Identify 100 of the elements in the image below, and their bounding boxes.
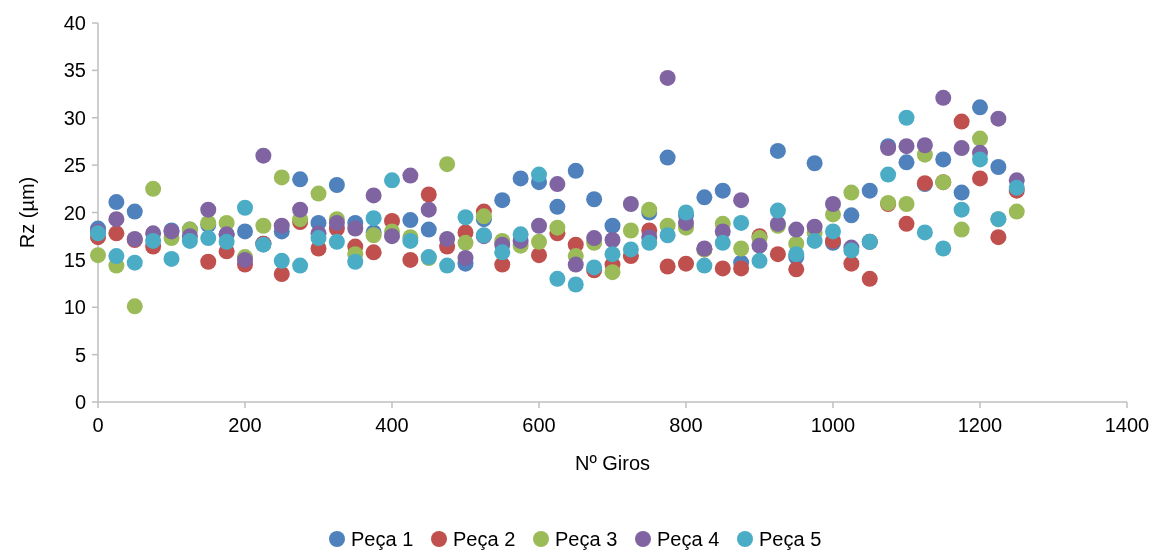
point: [806, 218, 823, 235]
point: [549, 270, 566, 287]
point: [126, 254, 143, 271]
point: [181, 232, 198, 249]
point: [439, 231, 456, 248]
point: [292, 257, 309, 274]
point: [714, 234, 731, 251]
point: [365, 244, 382, 261]
point: [108, 211, 125, 228]
point: [696, 189, 713, 206]
point: [733, 260, 750, 277]
point: [622, 222, 639, 239]
point: [494, 192, 511, 209]
point: [604, 217, 621, 234]
point: [200, 230, 217, 247]
point: [402, 212, 419, 229]
legend-label: Peça 4: [657, 528, 720, 550]
point: [714, 260, 731, 277]
point: [953, 201, 970, 218]
point: [420, 186, 437, 203]
y-tick-label: 10: [63, 296, 86, 319]
point: [843, 255, 860, 272]
point: [292, 171, 309, 188]
point: [384, 228, 400, 245]
point: [659, 227, 676, 244]
point: [347, 220, 364, 237]
y-tick-label: 30: [63, 106, 86, 129]
point: [90, 247, 106, 264]
point: [898, 154, 915, 171]
point: [953, 184, 970, 201]
point: [935, 151, 952, 168]
point: [328, 177, 345, 194]
x-tick-label: 1200: [957, 414, 1003, 436]
point: [402, 251, 419, 268]
legend-label: Peça 2: [453, 528, 516, 550]
point: [494, 244, 511, 261]
point: [310, 230, 327, 247]
point: [549, 198, 566, 215]
legend-label: Peça 1: [351, 528, 414, 550]
point: [751, 237, 768, 254]
point: [237, 199, 253, 216]
point: [255, 217, 272, 234]
point: [531, 233, 547, 250]
point: [512, 170, 529, 187]
point: [972, 151, 988, 168]
point: [255, 147, 272, 164]
point: [806, 155, 823, 172]
point: [953, 221, 970, 238]
x-tick-label: 800: [669, 414, 703, 436]
point: [769, 246, 786, 263]
point: [659, 149, 676, 166]
point: [990, 110, 1007, 127]
point: [108, 248, 125, 265]
point: [567, 276, 584, 293]
point: [788, 261, 805, 278]
point: [659, 258, 676, 275]
point: [218, 233, 235, 250]
point: [935, 240, 952, 257]
y-tick-label: 25: [63, 154, 86, 177]
y-tick-label: 15: [63, 248, 86, 271]
y-tick-label: 35: [63, 59, 86, 82]
point: [273, 266, 290, 283]
point: [935, 89, 952, 106]
point: [898, 195, 915, 212]
point: [622, 241, 639, 258]
point: [751, 252, 768, 269]
point: [972, 130, 988, 147]
point: [769, 202, 786, 219]
point: [678, 255, 694, 272]
x-tick-label: 400: [375, 414, 409, 436]
point: [604, 264, 621, 281]
point: [769, 142, 786, 159]
y-axis-title: Rz (µm): [16, 176, 38, 249]
x-axis-title: Nº Giros: [574, 452, 651, 474]
point: [622, 195, 639, 212]
point: [126, 203, 143, 220]
legend-label: Peça 5: [759, 528, 822, 550]
point: [714, 182, 731, 199]
y-tick-label: 20: [63, 201, 86, 224]
point: [604, 231, 621, 248]
point: [898, 215, 915, 232]
point: [861, 270, 878, 287]
x-tick-label: 0: [92, 414, 104, 436]
point: [916, 224, 933, 241]
point: [567, 256, 584, 273]
point: [347, 253, 364, 270]
x-tick-label: 600: [522, 414, 556, 436]
point: [292, 201, 309, 218]
point: [365, 210, 382, 227]
y-tick-label: 5: [74, 343, 86, 366]
point: [733, 214, 750, 231]
point: [145, 232, 162, 249]
point: [825, 195, 841, 212]
point: [586, 230, 603, 247]
legend-label: Peça 3: [555, 528, 618, 550]
point: [145, 180, 162, 197]
point: [237, 223, 253, 240]
point: [549, 219, 566, 236]
point: [328, 233, 345, 250]
point: [384, 172, 400, 189]
